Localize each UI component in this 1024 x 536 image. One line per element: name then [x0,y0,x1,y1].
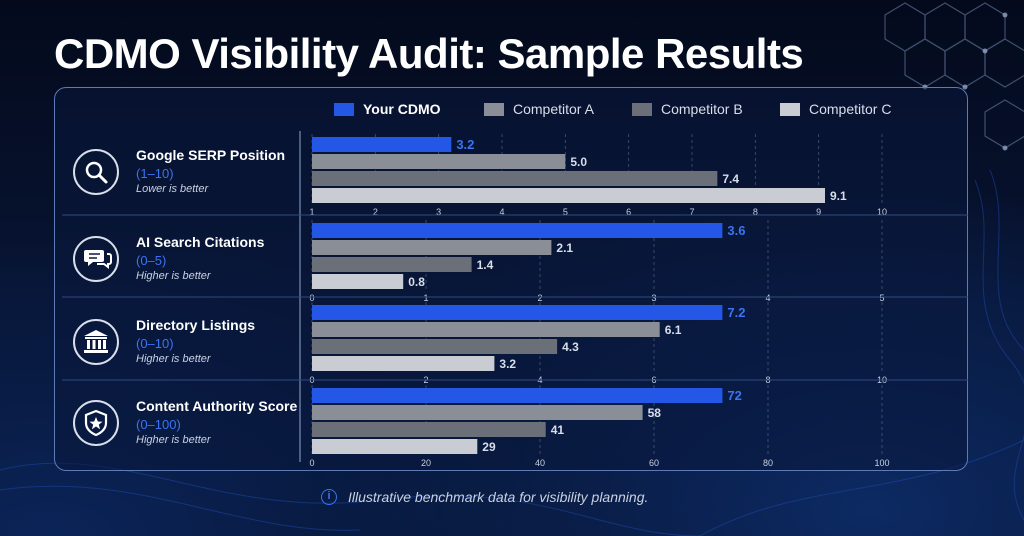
tick-label: 20 [421,458,431,468]
data-label: 5.0 [570,155,587,169]
bar-your-cdmo [312,305,723,320]
data-label: 6.1 [665,323,682,337]
bar-competitor-b [312,339,558,354]
category-google-serp: Google SERP Position (1–10) Lower is bet… [70,145,295,217]
bar-competitor-a [312,154,566,169]
category-directory-listings: Directory Listings (0–10) Higher is bett… [70,315,295,387]
bar-competitor-c [312,439,478,454]
data-label: 72 [727,388,741,403]
category-range: (0–5) [136,253,167,268]
legend-swatch [632,102,652,116]
tick-label: 8 [753,207,758,217]
legend-item-competitor-c: Competitor C [780,101,891,117]
data-label: 2.1 [556,241,573,255]
legend-item-your-cdmo: Your CDMO [334,101,441,117]
data-label: 1.4 [477,258,494,272]
legend-label: Competitor B [661,101,743,117]
category-ai-search: AI Search Citations (0–5) Higher is bett… [70,232,295,304]
info-icon: i [321,489,337,505]
bar-competitor-a [312,240,552,255]
category-name: Content Authority Score [136,398,298,414]
category-note: Higher is better [136,434,211,446]
data-label: 3.6 [727,223,745,238]
tick-label: 5 [563,207,568,217]
page-title: CDMO Visibility Audit: Sample Results [54,30,804,77]
tick-label: 7 [689,207,694,217]
bar-competitor-b [312,422,546,437]
building-columns-icon [73,319,119,365]
footer-note: i Illustrative benchmark data for visibi… [321,489,648,505]
tick-label: 40 [535,458,545,468]
tick-label: 6 [626,207,631,217]
legend-label: Competitor A [513,101,594,117]
legend-swatch [484,102,504,116]
data-label: 4.3 [562,340,579,354]
tick-label: 3 [436,207,441,217]
bar-competitor-a [312,405,643,420]
bar-your-cdmo [312,388,723,403]
tick-label: 1 [309,207,314,217]
data-label: 3.2 [456,137,474,152]
tick-label: 4 [765,293,770,303]
shield-star-icon [73,400,119,446]
legend-item-competitor-a: Competitor A [484,101,594,117]
bar-competitor-c [312,356,495,371]
bar-competitor-b [312,257,472,272]
data-label: 29 [482,440,496,454]
category-range: (0–10) [136,336,174,351]
data-label: 58 [648,406,662,420]
data-label: 0.8 [408,275,425,289]
tick-label: 60 [649,458,659,468]
tick-label: 2 [537,293,542,303]
category-name: Directory Listings [136,317,256,333]
tick-label: 3 [651,293,656,303]
data-label: 7.4 [722,172,739,186]
category-note: Lower is better [136,183,209,195]
tick-label: 9 [816,207,821,217]
category-name: AI Search Citations [136,234,265,250]
category-content-authority: Content Authority Score (0–100) Higher i… [70,396,298,468]
bar-competitor-a [312,322,660,337]
bar-competitor-b [312,171,718,186]
category-range: (1–10) [136,166,174,181]
data-label: 7.2 [727,305,745,320]
footer-text: Illustrative benchmark data for visibili… [348,489,649,505]
data-label: 9.1 [830,189,847,203]
data-label: 41 [551,423,565,437]
category-name: Google SERP Position [136,147,286,163]
category-note: Higher is better [136,270,211,282]
chat-bubbles-icon [73,236,119,282]
tick-label: 80 [763,458,773,468]
tick-label: 4 [499,207,504,217]
legend-item-competitor-b: Competitor B [632,101,743,117]
tick-label: 100 [874,458,889,468]
legend-swatch [780,102,800,116]
tick-label: 0 [309,293,314,303]
bar-your-cdmo [312,223,723,238]
tick-label: 5 [879,293,884,303]
legend-label: Competitor C [809,101,892,117]
data-label: 3.2 [499,357,516,371]
legend-swatch [334,102,354,116]
bar-competitor-c [312,188,825,203]
legend-label: Your CDMO [363,101,441,117]
bar-your-cdmo [312,137,452,152]
category-note: Higher is better [136,353,211,365]
tick-label: 10 [877,207,887,217]
bar-competitor-c [312,274,404,289]
category-range: (0–100) [136,417,181,432]
tick-label: 0 [309,458,314,468]
tick-label: 1 [423,293,428,303]
tick-label: 2 [373,207,378,217]
search-icon [73,149,119,195]
